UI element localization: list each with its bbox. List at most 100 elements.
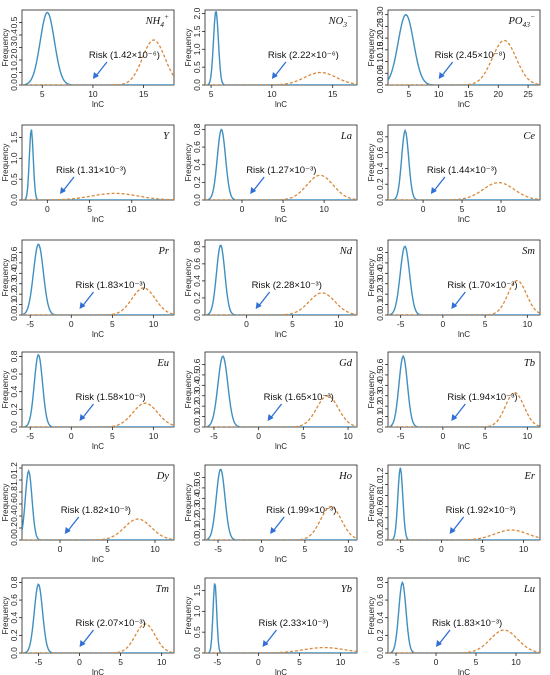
y-tick-label: 0.3 [192, 390, 202, 402]
x-tick-label: 5 [297, 657, 302, 667]
element-label: Y [163, 131, 170, 142]
plot-frame [204, 464, 358, 541]
y-axis-label: Frequency [367, 29, 376, 67]
x-tick-label: -5 [214, 544, 222, 554]
y-axis-label: Frequency [1, 259, 10, 297]
exposure-curve [205, 128, 357, 200]
y-tick-label: 0.8 [375, 489, 385, 501]
y-tick-label: 0.6 [375, 146, 385, 158]
x-axis-label: lnC [92, 100, 104, 109]
plot-frame [21, 577, 175, 654]
arrow-head [255, 302, 262, 309]
y-tick-label: 0.20 [375, 30, 385, 47]
risk-label: Risk (1.83×10⁻³) [76, 280, 146, 291]
y-axis-label: Frequency [1, 484, 10, 522]
y-tick-label: 0.4 [192, 379, 202, 391]
y-axis-label: Frequency [367, 144, 376, 182]
element-label: NO3− [328, 12, 352, 29]
threshold-curve [22, 518, 174, 540]
risk-arrow [95, 61, 108, 77]
y-tick-label: 0.2 [375, 629, 385, 641]
y-tick-label: 0.4 [9, 386, 19, 398]
x-tick-label: 5 [110, 319, 115, 329]
element-label: Ho [338, 471, 352, 482]
x-tick-label: 5 [118, 657, 123, 667]
exposure-curve [388, 245, 540, 315]
x-axis-label: lnC [92, 555, 104, 564]
risk-label: Risk (1.83×10⁻³) [432, 618, 502, 629]
y-tick-label: 0.15 [375, 41, 385, 58]
threshold-curve [22, 623, 174, 653]
risk-arrow [62, 176, 75, 192]
arrow-head [79, 414, 86, 421]
exposure-curve [205, 244, 357, 315]
risk-label: Risk (1.65×10⁻³) [264, 392, 334, 403]
y-tick-label: 0.6 [9, 498, 19, 510]
x-tick-label: 5 [87, 204, 92, 214]
panel-er: -5 0 5 10 0.00.20.40.60.81.01.2 lnC Frequency E… [367, 464, 541, 564]
panel-pr: -5 0 5 10 0.00.10.20.30.40.50.6 lnC Frequency P… [1, 239, 175, 339]
x-tick-label: 0 [441, 319, 446, 329]
plot-frame [204, 239, 358, 316]
plot-frame [21, 124, 175, 201]
y-tick-label: 1.5 [192, 25, 202, 37]
risk-arrow [265, 629, 278, 645]
y-tick-label: 0.0 [9, 534, 19, 546]
y-tick-label: 0.8 [192, 241, 202, 253]
panel-gd: -5 0 5 10 0.00.10.20.30.40.50.6 lnC Frequency G… [184, 351, 358, 451]
y-tick-label: 1.5 [192, 584, 202, 596]
x-tick-label: 0 [77, 657, 82, 667]
y-tick-label: 0.4 [192, 275, 202, 287]
y-tick-label: 0.0 [375, 309, 385, 321]
y-tick-label: 0.4 [192, 159, 202, 171]
x-tick-label: 5 [406, 89, 411, 99]
x-tick-label: 0 [441, 431, 446, 441]
risk-arrow [453, 291, 466, 307]
y-tick-label: 0.5 [375, 257, 385, 269]
y-axis-label: Frequency [367, 597, 376, 635]
risk-arrow [252, 176, 265, 192]
x-tick-label: 0 [69, 431, 74, 441]
arrow-head [64, 527, 71, 534]
y-axis-label: Frequency [184, 144, 193, 182]
risk-label: Risk (1.44×10⁻³) [427, 165, 497, 176]
exposure-curve [22, 353, 174, 427]
y-tick-label: 0.5 [192, 61, 202, 73]
risk-label: Risk (1.82×10⁻³) [61, 505, 131, 516]
exposure-curve [22, 583, 174, 653]
y-tick-label: 0.4 [375, 379, 385, 391]
y-tick-label: 0.6 [9, 246, 19, 258]
x-tick-label: 10 [149, 431, 159, 441]
panel-yb: -5 0 5 10 0.0 0.5 1.0 1.5 lnC Frequency Yb Risk (2.… [184, 577, 358, 675]
y-tick-label: 0.5 [9, 173, 19, 185]
y-tick-label: 0.30 [375, 6, 385, 23]
y-tick-label: 1.2 [9, 462, 19, 474]
y-tick-label: 0.5 [192, 626, 202, 638]
x-tick-label: 10 [343, 431, 353, 441]
y-tick-label: 0.1 [192, 523, 202, 535]
x-axis-label: lnC [275, 555, 287, 564]
y-tick-label: 0.3 [375, 278, 385, 290]
x-axis-label: lnC [275, 215, 287, 224]
y-tick-label: 0.6 [192, 358, 202, 370]
risk-label: Risk (1.70×10⁻³) [447, 280, 517, 291]
y-tick-label: 0.8 [9, 576, 19, 588]
panel-la: 0 5 10 0.0 0.2 0.4 0.6 0.8 lnC Frequency La Risk (1… [184, 123, 358, 224]
risk-label: Risk (1.92×10⁻³) [446, 505, 516, 516]
x-tick-label: -5 [210, 431, 218, 441]
x-tick-label: -5 [26, 431, 34, 441]
y-tick-label: 1.5 [9, 131, 19, 143]
risk-label: Risk (2.45×10⁻⁸) [435, 50, 506, 61]
plot-frame [21, 351, 175, 428]
arrow-head [436, 640, 442, 647]
x-tick-label: 10 [434, 89, 444, 99]
panel-no3: 5 10 15 0.0 0.5 1.0 1.5 2.0 lnC Frequency NO3− Risk… [184, 7, 358, 109]
y-tick-label: 0.6 [375, 246, 385, 258]
y-tick-label: 0.1 [9, 66, 19, 78]
risk-label: Risk (1.58×10⁻³) [76, 392, 146, 403]
risk-arrow [82, 403, 95, 419]
y-tick-label: 0.5 [9, 257, 19, 269]
y-axis-label: Frequency [184, 484, 193, 522]
exposure-curve [388, 354, 540, 427]
y-tick-label: 0.2 [375, 288, 385, 300]
